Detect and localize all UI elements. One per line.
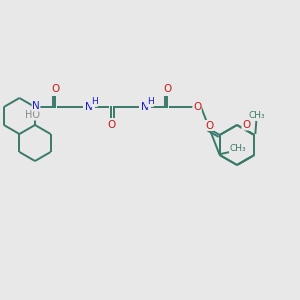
Text: N: N — [32, 101, 40, 111]
Text: O: O — [163, 84, 171, 94]
Text: O: O — [205, 121, 214, 130]
Text: O: O — [193, 102, 201, 112]
Text: H: H — [147, 98, 153, 106]
Text: O: O — [242, 120, 250, 130]
Text: O: O — [51, 84, 59, 94]
Text: CH₃: CH₃ — [248, 110, 265, 119]
Text: O: O — [107, 120, 115, 130]
Text: H: H — [91, 98, 98, 106]
Text: HO: HO — [26, 110, 40, 120]
Text: N: N — [141, 102, 149, 112]
Text: CH₃: CH₃ — [230, 143, 246, 152]
Text: N: N — [85, 102, 93, 112]
